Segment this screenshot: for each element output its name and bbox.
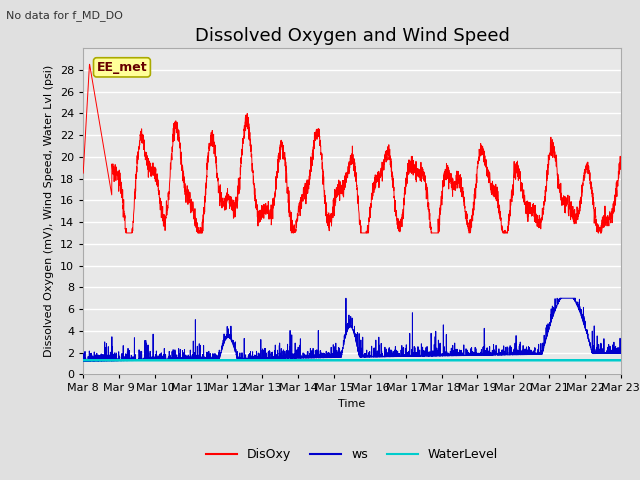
Y-axis label: Dissolved Oxygen (mV), Wind Speed, Water Lvl (psi): Dissolved Oxygen (mV), Wind Speed, Water… xyxy=(44,65,54,357)
Text: EE_met: EE_met xyxy=(97,61,147,74)
Legend: DisOxy, ws, WaterLevel: DisOxy, ws, WaterLevel xyxy=(201,443,503,466)
Text: No data for f_MD_DO: No data for f_MD_DO xyxy=(6,10,124,21)
Title: Dissolved Oxygen and Wind Speed: Dissolved Oxygen and Wind Speed xyxy=(195,27,509,45)
X-axis label: Time: Time xyxy=(339,399,365,409)
